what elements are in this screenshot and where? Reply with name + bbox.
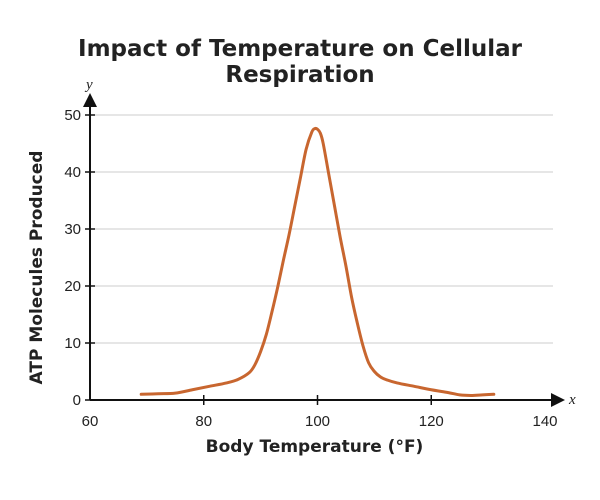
- tick-marks: [85, 114, 432, 405]
- x-tick-label-80: 80: [195, 413, 212, 430]
- gridlines: [90, 114, 553, 344]
- x-axis-title: Body Temperature (°F): [206, 437, 424, 457]
- y-tick-label-30: 30: [64, 221, 81, 238]
- y-axis-letter: y: [84, 77, 93, 93]
- y-tick-label-0: 0: [73, 392, 81, 409]
- chart-title: Impact of Temperature on Cellular Respir…: [78, 36, 522, 88]
- y-tick-label-20: 20: [64, 278, 81, 295]
- y-tick-label-10: 10: [64, 335, 81, 352]
- x-tick-label-100: 100: [305, 413, 330, 430]
- y-axis-arrowhead: [83, 93, 97, 107]
- x-tick-label-140: 140: [532, 413, 557, 430]
- x-axis-arrowhead: [551, 393, 565, 407]
- x-tick-label-120: 120: [419, 413, 444, 430]
- axes: x y: [83, 77, 576, 408]
- y-tick-label-50: 50: [64, 107, 81, 124]
- x-axis-letter: x: [568, 392, 576, 408]
- x-tick-label-60: 60: [82, 413, 99, 430]
- series-line-atp: [139, 126, 496, 397]
- tick-labels: 0 10 20 30 40 50 60 80 100 120 140: [64, 107, 557, 430]
- y-axis-title: ATP Molecules Produced: [27, 151, 47, 385]
- y-tick-label-40: 40: [64, 164, 81, 181]
